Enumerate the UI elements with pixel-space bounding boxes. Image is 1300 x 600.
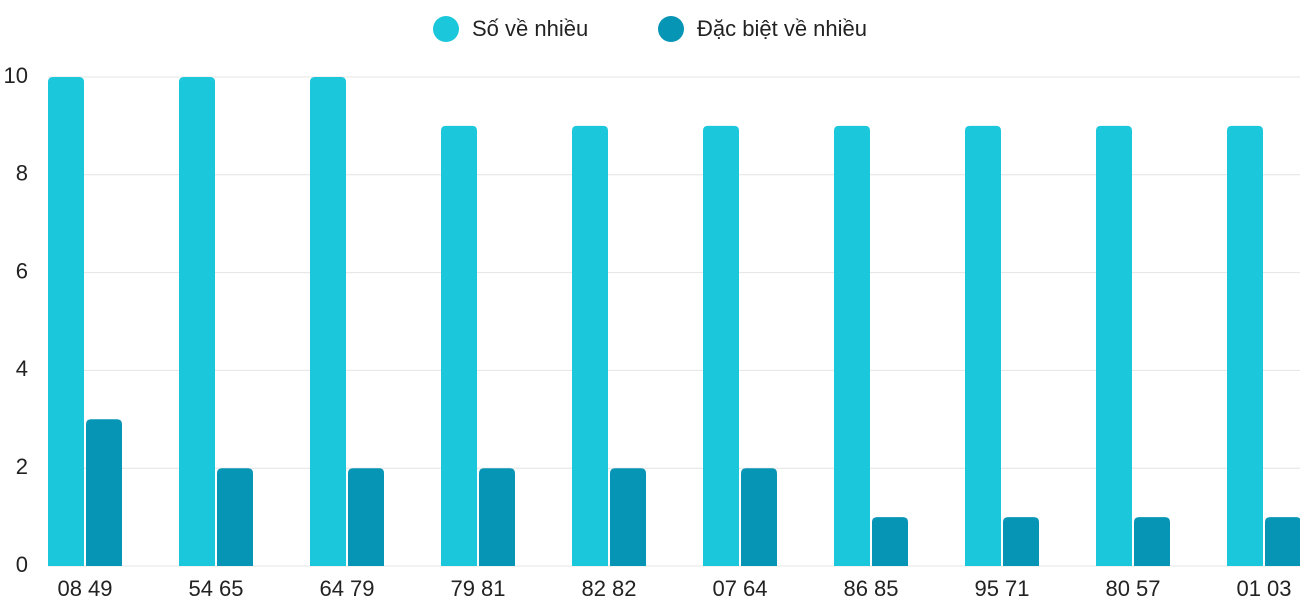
bar bbox=[1134, 517, 1170, 566]
x-tick-label: 54 65 bbox=[188, 576, 243, 600]
y-tick-label: 0 bbox=[16, 552, 28, 577]
bar bbox=[86, 419, 122, 566]
y-tick-label: 10 bbox=[4, 63, 28, 88]
bar bbox=[479, 468, 515, 566]
x-tick-label: 86 85 bbox=[843, 576, 898, 600]
x-tick-label: 80 57 bbox=[1105, 576, 1160, 600]
bar bbox=[610, 468, 646, 566]
bar bbox=[703, 125, 739, 567]
x-tick-label: 01 03 bbox=[1236, 576, 1291, 600]
x-tick-label: 95 71 bbox=[974, 576, 1029, 600]
y-tick-label: 2 bbox=[16, 454, 28, 479]
x-tick-label: 82 82 bbox=[581, 576, 636, 600]
x-tick-label: 07 64 bbox=[712, 576, 767, 600]
y-tick-label: 4 bbox=[16, 356, 28, 381]
bar bbox=[179, 77, 215, 566]
legend-marker bbox=[433, 16, 459, 42]
bar bbox=[741, 468, 777, 566]
x-tick-label: 64 79 bbox=[319, 576, 374, 600]
bar bbox=[1265, 517, 1300, 566]
legend-label: Số về nhiều bbox=[472, 16, 588, 41]
legend-label: Đặc biệt về nhiều bbox=[697, 16, 867, 41]
bar bbox=[1096, 125, 1132, 567]
x-tick-label: 08 49 bbox=[57, 576, 112, 600]
bar bbox=[572, 125, 608, 567]
x-tick-label: 79 81 bbox=[450, 576, 505, 600]
y-tick-label: 6 bbox=[16, 258, 28, 283]
bar bbox=[1227, 125, 1263, 567]
bar bbox=[834, 125, 870, 567]
bar bbox=[441, 125, 477, 567]
bar bbox=[348, 468, 384, 566]
legend-marker bbox=[658, 16, 684, 42]
bar bbox=[310, 77, 346, 566]
bar bbox=[217, 468, 253, 566]
bar bbox=[1003, 517, 1039, 566]
bar bbox=[965, 125, 1001, 567]
bar bbox=[872, 517, 908, 566]
bar bbox=[48, 77, 84, 566]
y-tick-label: 8 bbox=[16, 161, 28, 186]
